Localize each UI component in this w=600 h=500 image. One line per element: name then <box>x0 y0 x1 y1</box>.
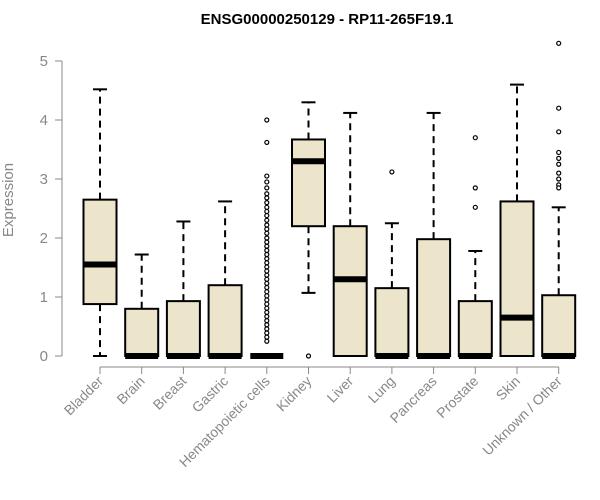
x-tick-label: Prostate <box>433 373 481 421</box>
plot-area <box>82 40 577 359</box>
outlier-point <box>389 169 395 175</box>
box-group <box>82 88 118 357</box>
box-iqr <box>416 238 452 357</box>
outlier-point <box>264 264 270 270</box>
box-group <box>250 117 284 359</box>
box-iqr <box>165 300 201 358</box>
outlier-point <box>264 338 270 344</box>
box-iqr <box>541 294 577 358</box>
x-tick-label: Liver <box>324 373 357 406</box>
box-group <box>416 111 452 359</box>
outlier-point <box>264 235 270 241</box>
x-tick-label: Unknown / Other <box>479 373 565 459</box>
outlier-point <box>556 161 562 167</box>
outlier-point <box>264 139 270 146</box>
x-tick-label: Breast <box>150 373 190 413</box>
outlier-point <box>264 239 270 245</box>
outlier-point <box>264 204 270 210</box>
outlier-point <box>264 191 270 197</box>
box-iqr <box>124 307 160 357</box>
outlier-point <box>556 149 562 156</box>
outlier-point <box>264 268 270 274</box>
outlier-point <box>264 297 270 303</box>
outlier-point <box>556 155 562 161</box>
y-tick-label: 2 <box>40 230 48 247</box>
outlier-point <box>264 251 270 258</box>
outlier-point <box>556 129 562 135</box>
outlier-point <box>264 200 270 206</box>
outlier-point <box>556 176 562 182</box>
outlier-point <box>264 276 270 282</box>
outlier-point <box>264 280 270 287</box>
outlier-point <box>556 40 562 46</box>
box-group <box>165 220 201 359</box>
box-group <box>291 101 326 359</box>
outlier-point <box>264 117 270 123</box>
outlier-point <box>264 313 270 320</box>
outlier-point <box>264 289 270 295</box>
box-iqr <box>457 300 493 358</box>
box-iqr <box>499 200 535 357</box>
x-tick-label: Bladder <box>61 373 107 419</box>
outlier-point <box>264 334 270 340</box>
outlier-point <box>264 309 270 315</box>
box-group <box>124 253 160 359</box>
outlier-point <box>264 318 270 324</box>
y-tick-label: 5 <box>40 53 48 70</box>
box-iqr <box>332 225 368 357</box>
y-axis: 0 1 2 3 4 5 <box>40 53 63 365</box>
outlier-point <box>472 185 478 191</box>
outlier-point <box>264 230 270 236</box>
outlier-point <box>264 212 270 219</box>
outlier-point <box>264 322 270 328</box>
outlier-point <box>264 256 270 262</box>
outlier-point <box>264 226 270 232</box>
y-tick-label: 4 <box>40 112 48 129</box>
outlier-point <box>472 135 478 141</box>
y-tick-label: 0 <box>40 348 48 365</box>
box-group <box>499 83 535 357</box>
x-tick-label: Lung <box>365 373 398 406</box>
box-iqr <box>207 284 243 358</box>
box-iqr <box>291 138 326 228</box>
y-tick-label: 3 <box>40 171 48 188</box>
box-iqr <box>82 198 118 306</box>
box-group <box>457 135 493 359</box>
box-group <box>207 200 243 359</box>
outlier-point <box>264 330 270 336</box>
outlier-point <box>264 284 270 291</box>
outlier-point <box>472 204 478 210</box>
outlier-point <box>264 247 270 253</box>
outlier-point <box>264 326 270 332</box>
x-tick-label: Brain <box>113 373 147 407</box>
outlier-point <box>264 305 270 311</box>
outlier-point <box>264 301 270 307</box>
outlier-point <box>264 208 270 215</box>
y-axis-label: Expression <box>0 163 17 237</box>
x-tick-label: Kidney <box>273 373 315 415</box>
box-group <box>374 169 410 359</box>
y-tick-label: 1 <box>40 289 48 306</box>
chart-title: ENSG00000250129 - RP11-265F19.1 <box>201 11 454 28</box>
outlier-point <box>556 185 562 191</box>
outlier-point <box>264 195 270 201</box>
outlier-point <box>264 173 270 179</box>
box-group <box>541 40 577 359</box>
outlier-point <box>264 260 270 266</box>
outlier-point <box>264 293 270 299</box>
outlier-point <box>264 222 270 228</box>
outlier-point <box>264 243 270 249</box>
outlier-point <box>556 170 562 176</box>
outlier-point <box>264 179 270 185</box>
outlier-point <box>264 217 270 223</box>
outlier-point <box>264 185 270 191</box>
box-group <box>332 111 368 357</box>
outlier-point <box>305 353 312 359</box>
outlier-point <box>556 105 562 111</box>
box-iqr <box>374 287 410 357</box>
outlier-point <box>264 272 270 278</box>
x-tick-label: Skin <box>493 373 524 404</box>
